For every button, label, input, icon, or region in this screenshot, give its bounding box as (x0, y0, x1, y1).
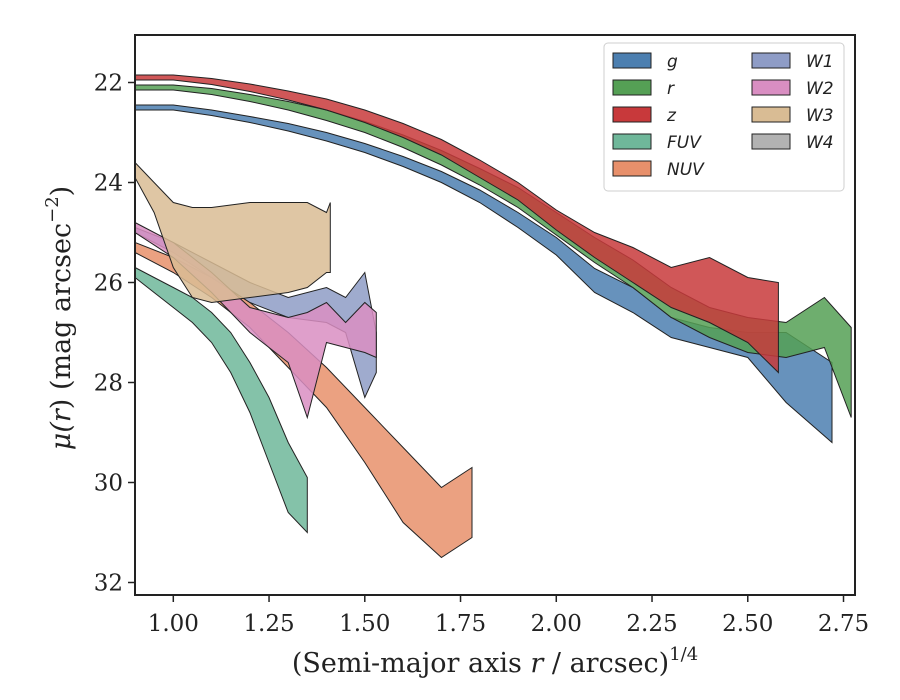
legend-swatch-nuv (612, 160, 652, 177)
legend-swatch-w2 (751, 79, 791, 96)
x-axis-label-var: r (530, 648, 545, 679)
x-tick-label: 2.75 (818, 611, 869, 637)
x-tick-label: 2.25 (626, 611, 677, 637)
x-axis-label: (Semi-major axis r / arcsec)1/4 (292, 644, 698, 679)
legend-label-w2: W2 (806, 79, 834, 99)
y-axis-label-close: ) (46, 399, 77, 410)
x-axis-label-main: (Semi-major axis (292, 648, 531, 679)
y-axis-label: μ(r) (mag arcsec−2) (42, 186, 77, 450)
y-tick-label: 22 (94, 71, 123, 97)
y-tick-label: 32 (94, 571, 123, 597)
y-tick-label: 30 (94, 471, 123, 497)
y-tick-label: 28 (94, 371, 123, 397)
y-axis-label-unit: (mag arcsec (46, 223, 77, 399)
x-tick-label: 2.50 (722, 611, 773, 637)
legend-label-fuv: FUV (667, 133, 702, 153)
x-tick-label: 2.00 (531, 611, 582, 637)
legend-swatch-g (612, 52, 652, 69)
legend-label-w4: W4 (806, 133, 834, 153)
y-tick-label: 24 (94, 171, 123, 197)
area-w3 (135, 161, 331, 304)
legend-label-g: g (667, 52, 678, 72)
area-z (135, 74, 779, 374)
x-axis-label-sup: 1/4 (669, 644, 698, 665)
legend-label-nuv: NUV (667, 160, 705, 180)
legend-swatch-fuv (612, 133, 652, 150)
y-axis-label-mu: μ( (46, 421, 77, 451)
legend-swatch-w1 (751, 52, 791, 69)
y-axis-label-end: ) (46, 186, 77, 197)
series-areas (135, 74, 852, 559)
x-tick-label: 1.50 (339, 611, 390, 637)
y-axis-label-var: r (46, 407, 77, 422)
legend-swatch-r (612, 79, 652, 96)
legend: grz FUV NUV W1 W2 W3 W4 (603, 42, 845, 192)
plot-frame (134, 34, 856, 596)
legend-swatch-z (612, 106, 652, 123)
legend-label-w3: W3 (806, 106, 834, 126)
legend-swatch-w4 (751, 133, 791, 150)
x-tick-label: 1.00 (148, 611, 199, 637)
area-g (135, 104, 833, 444)
legend-label-w1: W1 (806, 52, 834, 72)
y-axis-label-sup: −2 (42, 196, 63, 223)
x-axis-label-rest: / arcsec) (543, 648, 669, 679)
y-axis-ticks: 22 24 26 28 30 32 (94, 71, 135, 597)
legend-label-r: r (667, 79, 675, 99)
legend-label-z: z (666, 106, 677, 126)
x-tick-label: 1.25 (243, 611, 294, 637)
x-tick-label: 1.75 (435, 611, 486, 637)
area-fuv (135, 266, 308, 534)
legend-swatch-w3 (751, 106, 791, 123)
y-tick-label: 26 (94, 271, 123, 297)
x-axis-ticks: 1.00 1.25 1.50 1.75 2.00 2.25 2.50 2.75 (148, 595, 869, 637)
